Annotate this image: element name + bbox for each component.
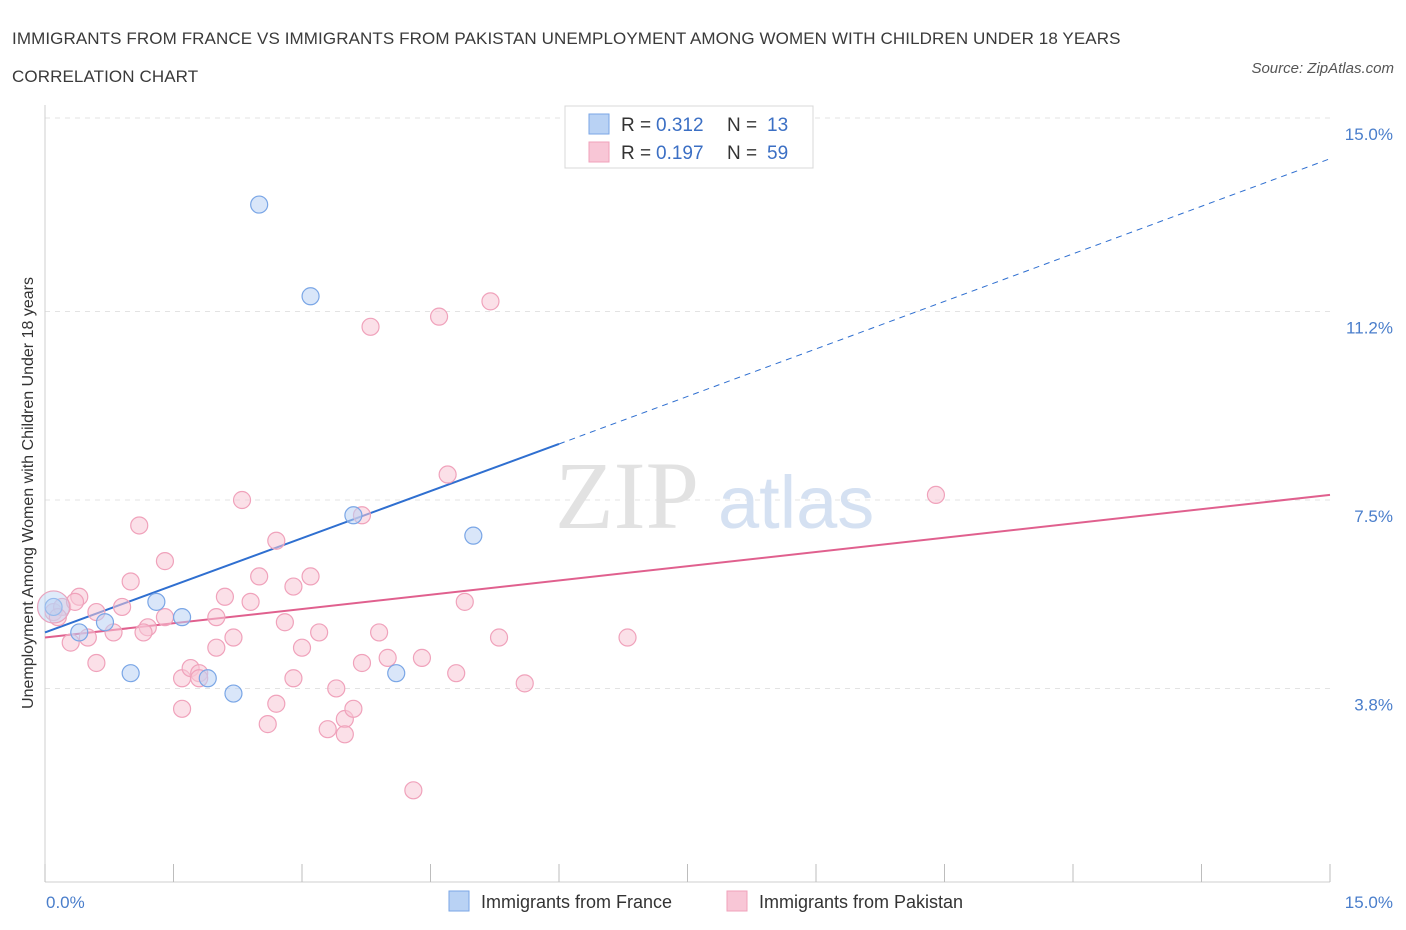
x-tick-labels: 0.0% 15.0% (46, 893, 1393, 912)
point-pakistan-43 (378, 648, 397, 667)
point-pakistan-46 (429, 307, 449, 326)
point-pakistan-27 (267, 694, 286, 713)
point-pakistan-20 (207, 608, 226, 627)
point-france-2 (95, 613, 115, 632)
y-tick-labels: 3.8% 7.5% 11.2% 15.0% (1345, 125, 1393, 714)
point-pakistan-10 (130, 516, 149, 535)
point-pakistan-29 (275, 613, 294, 632)
point-pakistan-47 (438, 465, 457, 484)
point-pakistan-13 (155, 608, 175, 627)
point-cluster-origin (36, 590, 71, 624)
point-pakistan-32 (301, 567, 320, 586)
point-pakistan-54 (926, 485, 946, 505)
point-france-10 (344, 506, 363, 525)
bottom-legend-swatch-pakistan (726, 890, 748, 912)
point-france-12 (464, 526, 483, 545)
point-pakistan-23 (232, 490, 252, 510)
legend-n-label-france: N = (727, 115, 757, 136)
y-axis-title: Unemployment Among Women with Children U… (20, 277, 37, 709)
point-france-3 (121, 664, 140, 683)
point-pakistan-45 (412, 648, 432, 667)
point-pakistan-31 (292, 638, 312, 657)
point-pakistan-53 (618, 628, 637, 647)
point-pakistan-48 (447, 664, 466, 683)
point-france-8 (250, 195, 269, 214)
point-france-7 (224, 684, 243, 703)
point-pakistan-9 (121, 572, 140, 591)
point-pakistan-33 (310, 623, 329, 642)
point-pakistan-52 (515, 674, 534, 693)
legend-r-label-pakistan: R = (621, 143, 651, 164)
chart-title: IMMIGRANTS FROM FRANCE VS IMMIGRANTS FRO… (12, 29, 1121, 86)
top-legend: R = 0.312 N = 13 R = 0.197 N = 59 (564, 105, 814, 169)
point-pakistan-42 (370, 623, 389, 642)
point-pakistan-56 (65, 592, 85, 611)
point-pakistan-22 (224, 628, 243, 647)
point-pakistan-58 (284, 669, 303, 688)
point-pakistan-49 (455, 592, 474, 611)
legend-r-value-france: 0.312 (656, 115, 704, 136)
data-points (36, 195, 946, 800)
legend-r-label-france: R = (621, 115, 651, 136)
source-label: Source: ZipAtlas.com (1251, 60, 1394, 77)
point-pakistan-39 (352, 653, 372, 673)
legend-n-label-pakistan: N = (727, 143, 757, 164)
point-pakistan-15 (172, 699, 192, 718)
x-tick-label-1: 15.0% (1345, 893, 1393, 912)
watermark: ZIP atlas (555, 442, 874, 549)
legend-r-value-pakistan: 0.197 (656, 143, 704, 164)
point-pakistan-12 (155, 552, 175, 571)
y-tick-label-2: 11.2% (1346, 319, 1393, 338)
point-france-6 (198, 669, 217, 688)
point-france-1 (70, 623, 89, 642)
bottom-legend-label-pakistan: Immigrants from Pakistan (759, 892, 963, 912)
point-france-9 (301, 287, 320, 306)
trend-line-pakistan (44, 493, 1331, 639)
y-tick-label-0: 3.8% (1354, 695, 1393, 714)
bottom-legend-swatch-france (448, 890, 470, 912)
y-tick-label-3: 15.0% (1345, 125, 1393, 144)
legend-swatch-pakistan (588, 141, 610, 163)
point-pakistan-44 (404, 781, 423, 800)
legend-n-value-france: 13 (767, 115, 788, 136)
trend-line-france-extension (558, 158, 1331, 445)
point-pakistan-50 (481, 292, 500, 311)
point-pakistan-51 (489, 628, 509, 647)
point-pakistan-5 (87, 653, 106, 673)
legend-swatch-france (588, 113, 610, 135)
trend-line-france (44, 443, 560, 634)
trend-lines (44, 158, 1331, 639)
point-pakistan-24 (241, 592, 260, 611)
point-pakistan-57 (134, 623, 153, 642)
point-pakistan-26 (258, 715, 277, 734)
point-pakistan-30 (284, 577, 303, 596)
bottom-legend: Immigrants from France Immigrants from P… (448, 890, 963, 912)
x-tick-label-0: 0.0% (46, 893, 85, 912)
point-pakistan-28 (267, 531, 286, 550)
point-france-5 (172, 608, 192, 627)
point-pakistan-21 (215, 587, 234, 606)
point-pakistan-8 (112, 597, 132, 617)
y-tick-label-1: 7.5% (1354, 507, 1393, 526)
point-france-4 (147, 592, 166, 611)
legend-n-value-pakistan: 59 (767, 143, 788, 164)
watermark-atlas: atlas (718, 461, 874, 544)
bottom-legend-label-france: Immigrants from France (481, 892, 672, 912)
point-pakistan-19 (207, 638, 226, 657)
point-pakistan-34 (318, 720, 337, 739)
axes (44, 105, 1331, 883)
point-pakistan-35 (327, 679, 346, 698)
point-pakistan-38 (344, 699, 363, 718)
point-france-0 (44, 597, 63, 617)
gridlines (45, 117, 1330, 689)
point-pakistan-41 (361, 317, 380, 336)
watermark-zip: ZIP (555, 442, 699, 549)
point-pakistan-37 (335, 725, 354, 744)
point-france-11 (387, 664, 406, 683)
point-pakistan-25 (250, 567, 269, 586)
